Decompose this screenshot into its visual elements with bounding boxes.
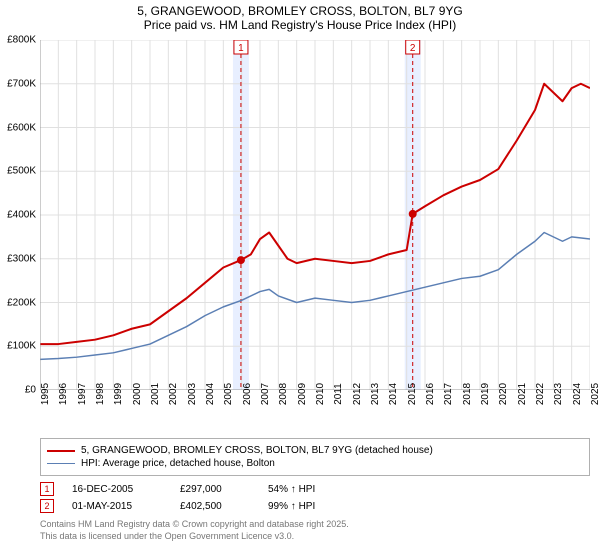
event-delta: 54% ↑ HPI — [268, 484, 315, 495]
event-table: 1 16-DEC-2005 £297,000 54% ↑ HPI 2 01-MAY-201… — [40, 482, 590, 513]
legend-swatch — [47, 463, 75, 464]
legend-item: HPI: Average price, detached house, Bolt… — [47, 458, 583, 469]
y-tick-label: £500K — [7, 166, 36, 177]
y-tick-label: £100K — [7, 341, 36, 352]
x-tick-label: 1998 — [95, 383, 106, 405]
x-tick-label: 2008 — [278, 383, 289, 405]
x-tick-label: 2013 — [370, 383, 381, 405]
y-tick-label: £600K — [7, 122, 36, 133]
event-price: £402,500 — [180, 501, 250, 512]
x-tick-label: 1997 — [77, 383, 88, 405]
x-tick-label: 2004 — [205, 383, 216, 405]
svg-text:1: 1 — [238, 43, 244, 54]
x-tick-label: 2011 — [333, 383, 344, 405]
x-tick-label: 2012 — [352, 383, 363, 405]
x-tick-label: 2020 — [498, 383, 509, 405]
x-tick-label: 2015 — [407, 383, 418, 405]
event-date: 01-MAY-2015 — [72, 501, 162, 512]
legend-item: 5, GRANGEWOOD, BROMLEY CROSS, BOLTON, BL… — [47, 445, 583, 456]
footer-line1: Contains HM Land Registry data © Crown c… — [40, 519, 590, 531]
y-tick-label: £400K — [7, 210, 36, 221]
x-tick-label: 2002 — [168, 383, 179, 405]
chart-area: £0£100K£200K£300K£400K£500K£600K£700K£80… — [40, 40, 590, 410]
x-tick-label: 2003 — [187, 383, 198, 405]
footer-line2: This data is licensed under the Open Gov… — [40, 531, 590, 543]
x-tick-label: 2000 — [132, 383, 143, 405]
legend: 5, GRANGEWOOD, BROMLEY CROSS, BOLTON, BL… — [40, 438, 590, 476]
x-tick-label: 2023 — [553, 383, 564, 405]
x-axis-labels: 1995199619971998199920002001200220032004… — [40, 390, 590, 412]
svg-text:2: 2 — [410, 43, 416, 54]
x-tick-label: 2010 — [315, 383, 326, 405]
x-tick-label: 2017 — [443, 383, 454, 405]
x-tick-label: 2025 — [590, 383, 600, 405]
x-tick-label: 2014 — [388, 383, 399, 405]
title-line1: 5, GRANGEWOOD, BROMLEY CROSS, BOLTON, BL… — [0, 4, 600, 18]
y-axis-labels: £0£100K£200K£300K£400K£500K£600K£700K£80… — [0, 40, 38, 390]
event-price: £297,000 — [180, 484, 250, 495]
x-tick-label: 2001 — [150, 383, 161, 405]
x-tick-label: 2018 — [462, 383, 473, 405]
y-tick-label: £800K — [7, 35, 36, 46]
title-line2: Price paid vs. HM Land Registry's House … — [0, 18, 600, 32]
event-badge: 1 — [40, 482, 54, 496]
chart-svg: 12 — [40, 40, 590, 390]
y-tick-label: £200K — [7, 297, 36, 308]
chart-title: 5, GRANGEWOOD, BROMLEY CROSS, BOLTON, BL… — [0, 0, 600, 34]
legend-swatch — [47, 450, 75, 452]
x-tick-label: 1999 — [113, 383, 124, 405]
x-tick-label: 2006 — [242, 383, 253, 405]
legend-label: HPI: Average price, detached house, Bolt… — [81, 458, 275, 469]
x-tick-label: 2022 — [535, 383, 546, 405]
plot-region: 12 — [40, 40, 590, 390]
x-tick-label: 2009 — [297, 383, 308, 405]
x-tick-label: 2019 — [480, 383, 491, 405]
x-tick-label: 2024 — [572, 383, 583, 405]
x-tick-label: 2021 — [517, 383, 528, 405]
event-delta: 99% ↑ HPI — [268, 501, 315, 512]
y-tick-label: £300K — [7, 253, 36, 264]
legend-label: 5, GRANGEWOOD, BROMLEY CROSS, BOLTON, BL… — [81, 445, 433, 456]
event-badge: 2 — [40, 499, 54, 513]
event-date: 16-DEC-2005 — [72, 484, 162, 495]
footer-attribution: Contains HM Land Registry data © Crown c… — [40, 519, 590, 542]
x-tick-label: 2005 — [223, 383, 234, 405]
x-tick-label: 1996 — [58, 383, 69, 405]
x-tick-label: 2007 — [260, 383, 271, 405]
y-tick-label: £0 — [25, 385, 36, 396]
event-row: 2 01-MAY-2015 £402,500 99% ↑ HPI — [40, 499, 590, 513]
event-row: 1 16-DEC-2005 £297,000 54% ↑ HPI — [40, 482, 590, 496]
x-tick-label: 1995 — [40, 383, 51, 405]
y-tick-label: £700K — [7, 78, 36, 89]
x-tick-label: 2016 — [425, 383, 436, 405]
